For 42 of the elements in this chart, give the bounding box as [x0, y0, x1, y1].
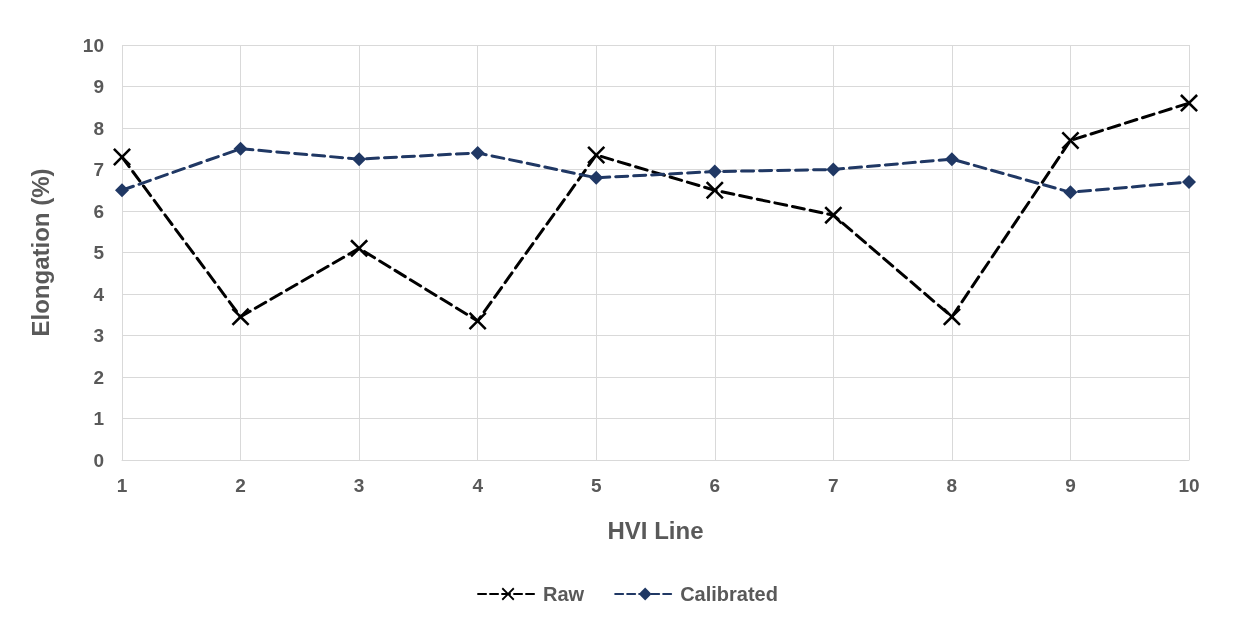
- point: [233, 141, 248, 156]
- x-tick-label: 3: [353, 475, 365, 496]
- x-tick-label: 2: [235, 475, 246, 496]
- y-tick-label: 4: [93, 283, 105, 305]
- point: [587, 145, 606, 164]
- x-tick-label: 10: [1178, 475, 1200, 496]
- y-tick-label: 2: [93, 366, 104, 388]
- point: [589, 170, 604, 185]
- y-axis-title: Elongation (%): [26, 168, 54, 337]
- x-tick-label: 4: [472, 475, 484, 496]
- point: [115, 183, 129, 198]
- legend-label: Raw: [543, 583, 585, 605]
- point: [468, 311, 487, 330]
- x-tick-label: 6: [709, 475, 721, 496]
- x-axis-title: HVI Line: [607, 516, 704, 544]
- point: [705, 181, 724, 200]
- x-tick-label: 5: [590, 475, 602, 496]
- point: [1182, 174, 1196, 189]
- x-tick-label: 9: [1065, 475, 1076, 496]
- point: [707, 164, 722, 179]
- y-tick-label: 0: [93, 449, 104, 471]
- x-tick-label: 8: [946, 475, 958, 496]
- point: [231, 307, 250, 326]
- y-tick-label: 9: [93, 76, 104, 97]
- point: [1063, 185, 1078, 200]
- point: [942, 307, 961, 326]
- x-tick-label: 7: [828, 475, 839, 496]
- point: [350, 239, 369, 258]
- point: [470, 145, 485, 160]
- point: [824, 206, 843, 225]
- y-tick-label: 1: [93, 408, 105, 429]
- y-tick-label: 3: [93, 325, 104, 346]
- y-tick-label: 7: [93, 159, 104, 180]
- point: [352, 152, 367, 167]
- y-tick-label: 5: [93, 242, 105, 263]
- point: [944, 152, 959, 167]
- legend-label: Calibrated: [680, 583, 778, 605]
- y-tick-label: 10: [82, 34, 104, 56]
- point: [826, 162, 841, 177]
- x-tick-label: 1: [116, 475, 128, 496]
- y-tick-label: 6: [93, 200, 104, 222]
- y-tick-label: 8: [93, 117, 104, 139]
